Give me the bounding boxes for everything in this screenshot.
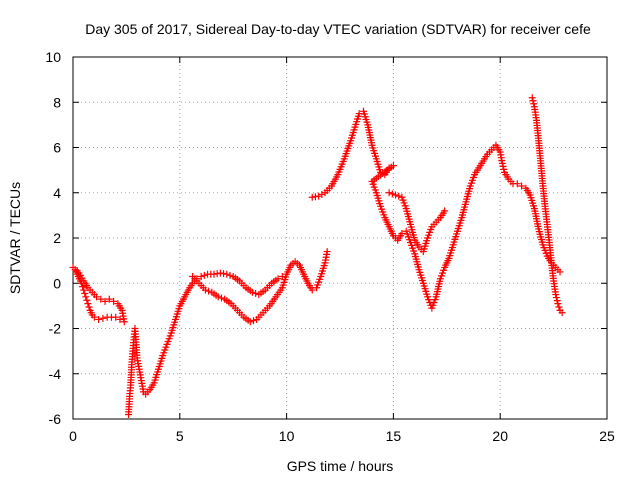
data-point — [248, 288, 256, 296]
data-point — [308, 286, 316, 294]
data-point — [552, 291, 560, 299]
data-point — [529, 97, 537, 105]
data-point — [97, 295, 105, 303]
data-point — [385, 189, 393, 197]
data-points — [69, 94, 566, 418]
data-point — [200, 271, 208, 279]
data-point — [99, 314, 107, 322]
data-point — [274, 275, 282, 283]
data-point — [395, 192, 403, 200]
data-point — [90, 313, 98, 321]
data-point — [205, 287, 213, 295]
y-tick-label: -6 — [49, 411, 62, 427]
data-point — [388, 190, 396, 198]
data-point — [80, 286, 88, 294]
grid — [73, 57, 607, 419]
axis-ticks: 0 5 10 15 20 25 -6 -4 -2 0 2 4 6 8 10 — [45, 49, 615, 444]
x-tick-label: 25 — [599, 428, 615, 444]
data-point — [249, 317, 257, 325]
data-point — [392, 191, 400, 199]
data-point — [318, 190, 326, 198]
x-tick-label: 0 — [69, 428, 77, 444]
data-point — [441, 207, 449, 215]
data-point — [214, 293, 222, 301]
x-tick-label: 15 — [386, 428, 402, 444]
data-point — [554, 300, 562, 308]
data-point — [201, 286, 209, 294]
data-point — [323, 248, 331, 256]
y-tick-label: -4 — [49, 366, 62, 382]
data-point — [513, 180, 521, 188]
data-point — [114, 300, 122, 308]
data-point — [246, 318, 254, 326]
data-point — [101, 297, 109, 305]
data-point — [223, 270, 231, 278]
data-point — [110, 297, 118, 305]
data-point — [556, 268, 564, 276]
data-point — [105, 295, 113, 303]
y-axis-label: SDTVAR / TECUs — [7, 182, 23, 294]
data-point — [558, 309, 566, 317]
data-point — [73, 267, 81, 275]
y-tick-label: 6 — [53, 140, 61, 156]
y-tick-label: 4 — [53, 185, 61, 201]
data-point — [552, 294, 560, 302]
data-point — [95, 315, 103, 323]
data-point — [518, 182, 526, 190]
data-point — [84, 300, 92, 308]
data-point — [528, 94, 536, 102]
data-point — [530, 100, 538, 108]
data-point — [315, 192, 323, 200]
y-tick-label: 10 — [45, 49, 61, 65]
x-tick-label: 20 — [492, 428, 508, 444]
y-tick-label: -2 — [49, 321, 62, 337]
data-point — [197, 272, 205, 280]
data-point — [85, 303, 93, 311]
x-tick-label: 10 — [279, 428, 295, 444]
y-tick-label: 2 — [53, 230, 61, 246]
y-tick-label: 8 — [53, 94, 61, 110]
data-point — [82, 293, 90, 301]
y-tick-label: 0 — [53, 275, 61, 291]
data-point — [83, 296, 91, 304]
data-point — [500, 165, 508, 173]
data-point — [499, 162, 507, 170]
data-point — [112, 313, 120, 321]
data-point — [81, 289, 89, 297]
data-point — [226, 271, 234, 279]
x-tick-label: 5 — [176, 428, 184, 444]
data-point — [555, 303, 563, 311]
chart-title: Day 305 of 2017, Sidereal Day-to-day VTE… — [85, 21, 591, 37]
x-axis-label: GPS time / hours — [287, 458, 394, 474]
data-point — [498, 159, 506, 167]
data-point — [553, 297, 561, 305]
data-point — [217, 294, 225, 302]
